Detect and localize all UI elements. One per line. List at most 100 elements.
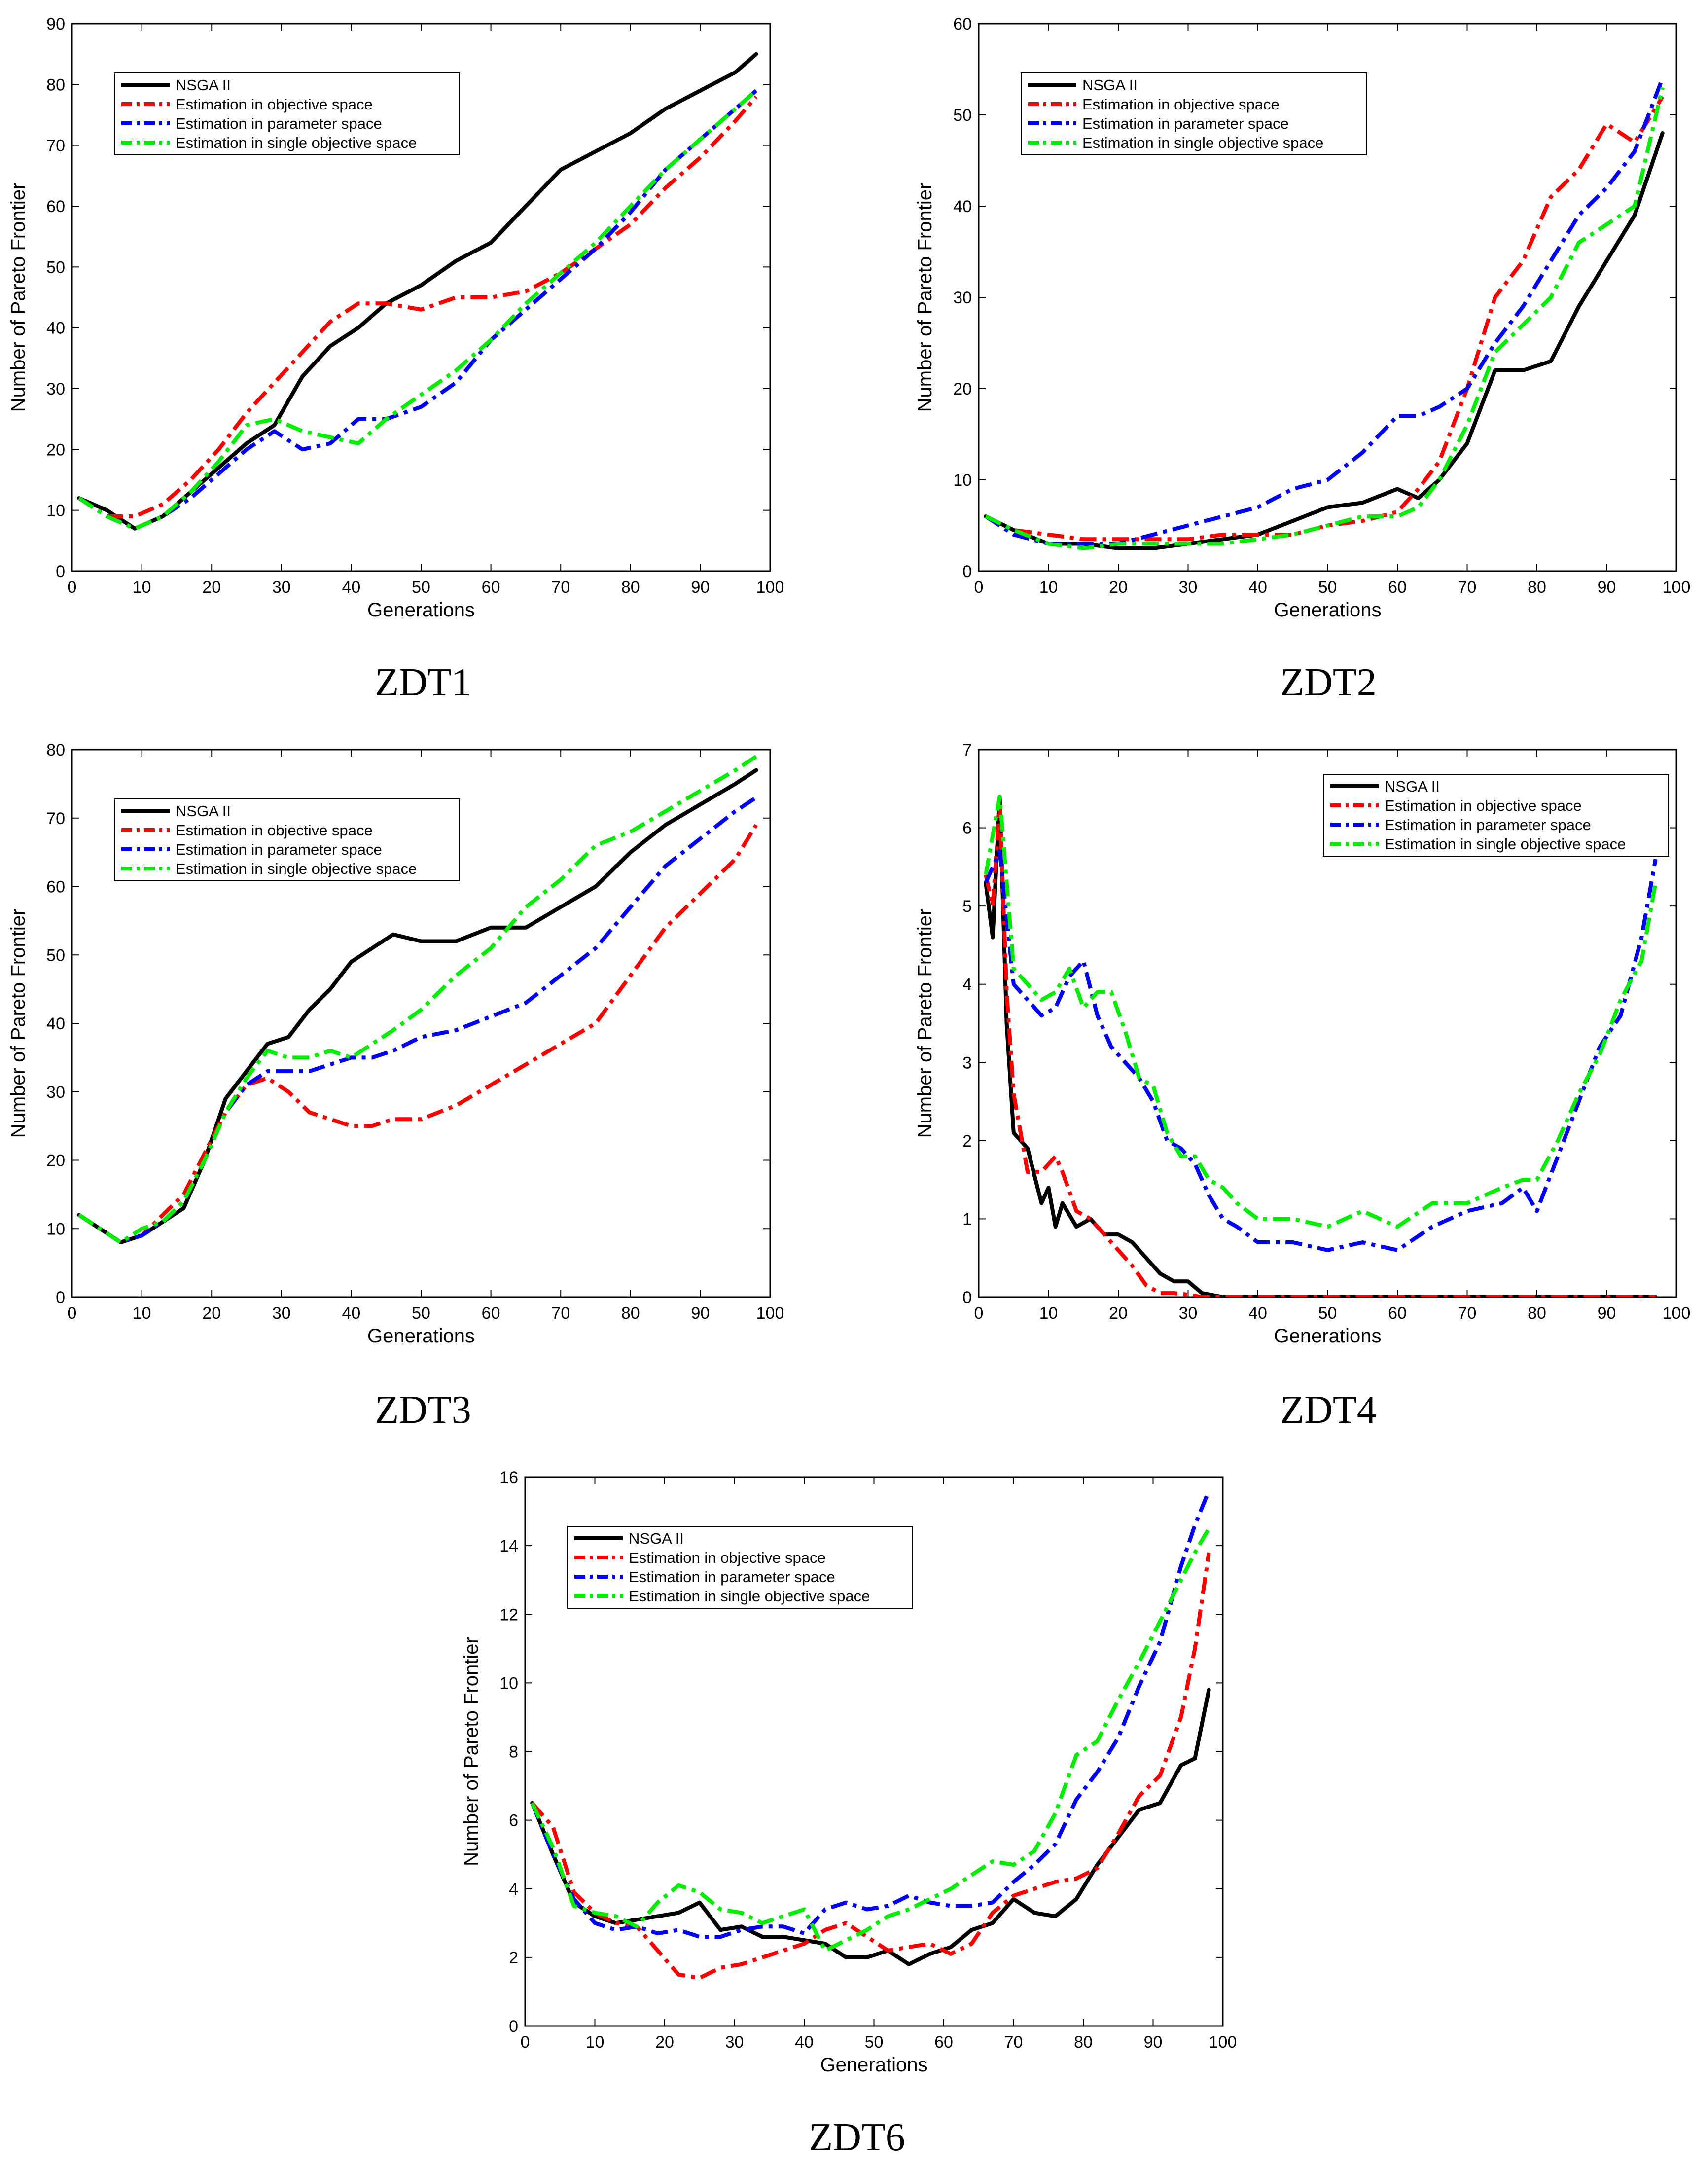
zdt2-x-tick-label: 20 (1109, 578, 1128, 597)
zdt6-x-tick-label: 50 (865, 2033, 884, 2052)
zdt4-y-tick-label: 0 (962, 1288, 972, 1307)
zdt2-x-tick-label: 100 (1663, 578, 1691, 597)
zdt4-y-tick-label: 4 (962, 976, 972, 994)
zdt6-x-tick-label: 70 (1004, 2033, 1023, 2052)
zdt3-x-axis-label: Generations (367, 1325, 475, 1347)
zdt6-legend-label: Estimation in single objective space (629, 1588, 870, 1605)
zdt2-chart: 0 10 20 30 40 50 60 70 80 90 100 0 10 20 30 40 50 60 Gener… (914, 15, 1690, 704)
zdt6-legend-box (567, 1526, 913, 1609)
zdt3-x-tick-label: 10 (133, 1304, 151, 1323)
zdt3-x-tick-label: 100 (756, 1304, 784, 1323)
zdt6-caption: ZDT6 (809, 2116, 905, 2159)
zdt4-x-tick-label: 60 (1388, 1304, 1407, 1323)
zdt2-y-tick-label: 40 (953, 197, 972, 216)
zdt2-y-tick-label: 20 (953, 380, 972, 398)
zdt6-series-estimation-in-parameter-space (530, 1490, 1211, 1939)
zdt3-y-tick-label: 10 (46, 1220, 65, 1238)
zdt6-y-tick-label: 2 (509, 1949, 518, 1967)
zdt2-y-tick-label: 60 (953, 15, 972, 34)
zdt1-y-tick-label: 40 (46, 319, 65, 338)
zdt4-y-tick-label: 2 (962, 1132, 972, 1151)
zdt3-y-tick-label: 80 (46, 741, 65, 760)
zdt3-x-tick-label: 50 (412, 1304, 430, 1323)
zdt1-x-tick-label: 60 (482, 578, 500, 597)
zdt4-caption: ZDT4 (1280, 1388, 1377, 1432)
zdt1-legend-label: Estimation in single objective space (176, 134, 417, 151)
zdt2-y-tick-label: 50 (953, 106, 972, 125)
zdt2-series-nsga-ii (984, 131, 1665, 550)
zdt3-legend-box (114, 798, 460, 881)
zdt3-y-tick-label: 20 (46, 1152, 65, 1170)
zdt4-x-tick-label: 80 (1528, 1304, 1546, 1323)
zdt6-legend: NSGA II Estimation in objective space Esti… (567, 1526, 913, 1609)
zdt6-y-tick-label: 16 (499, 1468, 518, 1487)
zdt6-y-tick-label: 8 (509, 1743, 518, 1762)
zdt4-legend: NSGA II Estimation in objective space Esti… (1323, 774, 1669, 857)
zdt2-x-tick-label: 70 (1458, 578, 1477, 597)
zdt6-chart: 0 10 20 30 40 50 60 70 80 90 100 0 2 4 6 8 10 12 14 16 Gener… (461, 1468, 1237, 2159)
zdt3-x-tick-label: 60 (482, 1304, 500, 1323)
zdt6-x-tick-label: 0 (521, 2033, 530, 2052)
zdt3-chart: 0 10 20 30 40 50 60 70 80 90 100 0 10 20 30 40 50 60 70 80 G… (7, 741, 784, 1432)
zdt4-x-tick-label: 0 (974, 1304, 984, 1323)
zdt1-series-estimation-in-single-objective-space (78, 89, 758, 531)
zdt6-legend-label: NSGA II (629, 1530, 684, 1547)
zdt1-x-tick-label: 50 (412, 578, 430, 597)
zdt3-series-estimation-in-single-objective-space (78, 755, 757, 1244)
zdt4-x-tick-label: 70 (1458, 1304, 1477, 1323)
zdt4-y-tick-label: 6 (962, 819, 972, 838)
zdt6-y-tick-label: 10 (499, 1674, 518, 1693)
zdt1-x-tick-label: 70 (551, 578, 570, 597)
zdt6-y-tick-label: 0 (509, 2017, 518, 2036)
zdt2-legend-label: Estimation in objective space (1082, 96, 1280, 113)
zdt2-series-group (984, 77, 1665, 550)
zdt6-x-tick-label: 90 (1144, 2033, 1163, 2052)
zdt6-y-tick-label: 12 (499, 1605, 518, 1624)
zdt6-legend-label: Estimation in objective space (629, 1549, 826, 1566)
zdt1-y-tick-label: 90 (46, 15, 65, 34)
zdt4-legend-label: NSGA II (1385, 778, 1440, 795)
zdt4-legend-label: Estimation in single objective space (1385, 835, 1626, 853)
zdt4-x-tick-label: 40 (1248, 1304, 1267, 1323)
zdt1-y-tick-label: 80 (46, 75, 65, 94)
zdt1-x-tick-label: 30 (272, 578, 291, 597)
zdt6-y-axis-label: Number of Pareto Frontier (461, 1637, 482, 1866)
zdt2-legend-label: Estimation in parameter space (1082, 115, 1289, 132)
zdt4-series-estimation-in-parameter-space (984, 849, 1658, 1252)
zdt6-series-group (530, 1490, 1211, 1980)
zdt4-x-tick-label: 100 (1663, 1304, 1691, 1323)
zdt1-y-tick-label: 60 (46, 197, 65, 216)
zdt6-series-estimation-in-single-objective-space (530, 1527, 1211, 1953)
zdt4-legend-box (1323, 774, 1669, 857)
zdt3-legend-label: Estimation in single objective space (176, 860, 417, 877)
zdt6-x-tick-label: 40 (795, 2033, 814, 2052)
zdt3-legend: NSGA II Estimation in objective space Esti… (114, 798, 460, 881)
zdt3-legend-label: Estimation in objective space (176, 822, 373, 839)
zdt4-x-tick-label: 20 (1109, 1304, 1128, 1323)
zdt3-y-tick-label: 40 (46, 1014, 65, 1033)
zdt4-y-tick-label: 7 (962, 741, 972, 760)
zdt2-y-tick-label: 0 (962, 562, 972, 581)
zdt4-x-axis-label: Generations (1274, 1325, 1382, 1347)
zdt4-y-tick-label: 5 (962, 897, 972, 916)
zdt2-x-tick-label: 10 (1039, 578, 1058, 597)
zdt4-x-tick-label: 30 (1179, 1304, 1198, 1323)
zdt2-y-tick-label: 30 (953, 289, 972, 307)
zdt6-y-tick-label: 4 (509, 1880, 518, 1899)
zdt1-legend: NSGA II Estimation in objective space Esti… (114, 72, 460, 155)
zdt3-y-axis-label: Number of Pareto Frontier (7, 909, 29, 1138)
zdt1-x-tick-label: 40 (342, 578, 360, 597)
zdt1-y-tick-label: 70 (46, 137, 65, 155)
zdt2-x-tick-label: 80 (1528, 578, 1546, 597)
zdt2-y-tick-label: 10 (953, 471, 972, 490)
zdt1-x-tick-label: 0 (68, 578, 77, 597)
zdt1-y-tick-label: 0 (56, 562, 65, 581)
zdt1-y-tick-label: 30 (46, 380, 65, 398)
zdt2-series-estimation-in-single-objective-space (985, 87, 1665, 550)
zdt2-legend-label: Estimation in single objective space (1082, 134, 1323, 151)
zdt4-x-tick-label: 10 (1039, 1304, 1058, 1323)
zdt1-x-tick-label: 10 (133, 578, 151, 597)
zdt6-x-tick-label: 10 (586, 2033, 605, 2052)
zdt1-y-tick-label: 50 (46, 258, 65, 277)
